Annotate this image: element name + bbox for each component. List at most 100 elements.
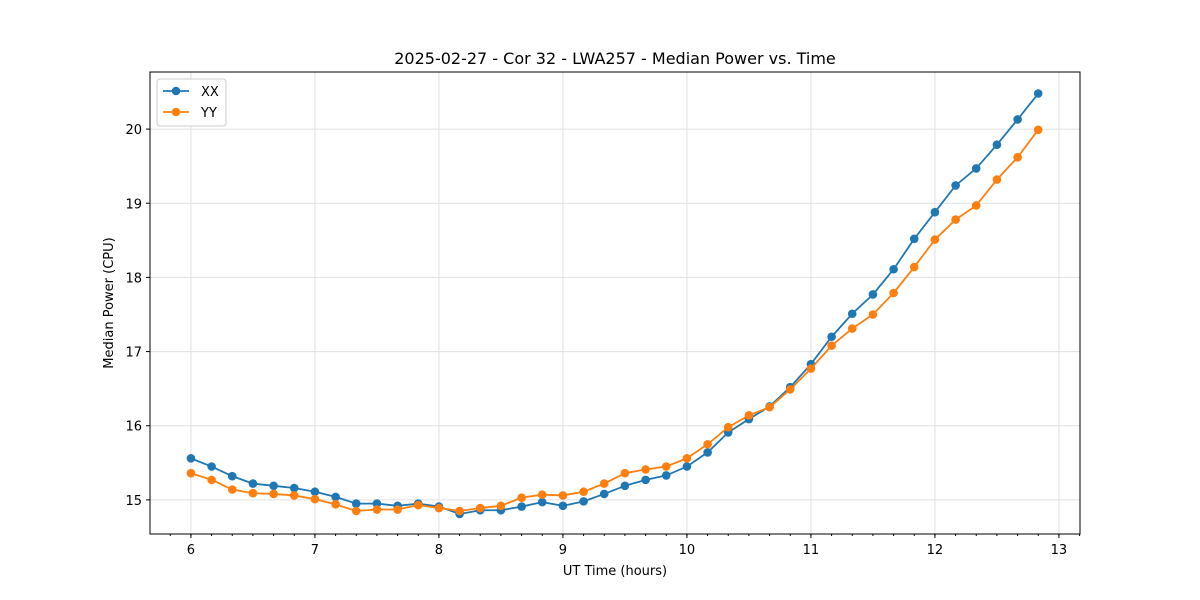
- data-point-yy: [620, 468, 630, 478]
- data-point-xx: [889, 264, 898, 274]
- y-tick-label: 17: [125, 346, 142, 361]
- data-point-yy: [393, 505, 402, 514]
- data-point-yy: [930, 235, 940, 244]
- data-point-yy: [579, 487, 588, 497]
- data-point-yy: [310, 494, 320, 504]
- data-point-yy: [682, 454, 692, 463]
- x-tick-label: 11: [803, 543, 820, 558]
- legend: XX YY: [156, 78, 227, 127]
- data-point-xx: [703, 448, 712, 457]
- data-point-yy: [641, 465, 650, 474]
- data-point-yy: [331, 500, 340, 509]
- legend-label-yy: YY: [200, 106, 217, 121]
- data-point-xx: [1033, 89, 1043, 98]
- data-point-yy: [496, 501, 506, 511]
- legend-marker-yy: [171, 107, 181, 117]
- data-point-xx: [558, 501, 568, 511]
- x-tick-label: 7: [311, 543, 319, 558]
- data-point-yy: [413, 500, 423, 510]
- data-point-yy: [517, 493, 526, 502]
- series-layer: [186, 89, 1043, 519]
- data-point-yy: [1033, 125, 1043, 135]
- data-point-yy: [269, 489, 278, 499]
- legend-marker-xx: [171, 86, 181, 96]
- data-point-yy: [785, 385, 795, 394]
- data-point-yy: [909, 262, 919, 272]
- data-point-yy: [765, 402, 774, 412]
- series-line-yy: [190, 129, 1039, 512]
- data-point-yy: [227, 485, 237, 494]
- x-axis-label: UT Time (hours): [563, 564, 667, 579]
- data-point-yy: [661, 462, 671, 471]
- data-point-yy: [372, 505, 382, 514]
- x-tick-label: 12: [927, 543, 944, 558]
- data-point-xx: [930, 207, 940, 217]
- data-point-xx: [599, 489, 609, 499]
- data-point-yy: [434, 503, 444, 513]
- data-point-xx: [310, 487, 320, 497]
- data-point-xx: [641, 475, 650, 485]
- data-point-xx: [1013, 115, 1022, 124]
- data-point-yy: [248, 488, 258, 498]
- data-point-yy: [806, 364, 816, 373]
- data-point-xx: [620, 481, 630, 491]
- y-tick-label: 16: [125, 420, 142, 435]
- data-point-yy: [558, 491, 568, 500]
- y-tick-label: 20: [125, 123, 142, 138]
- x-tick-label: 9: [559, 543, 567, 558]
- y-axis-label: Median Power (CPU): [102, 237, 117, 368]
- y-tick-label: 15: [125, 494, 142, 509]
- data-point-yy: [992, 175, 1002, 184]
- x-axis: 6 7 8 9 10 11 12 13: [169, 534, 1081, 558]
- data-point-yy: [186, 468, 196, 478]
- data-point-xx: [682, 462, 692, 471]
- x-tick-label: 6: [187, 543, 195, 558]
- data-point-yy: [475, 503, 485, 513]
- data-point-xx: [207, 462, 216, 471]
- data-point-xx: [351, 499, 361, 508]
- data-point-yy: [951, 215, 960, 224]
- data-point-xx: [248, 479, 258, 488]
- y-tick-label: 19: [125, 197, 142, 212]
- data-point-xx: [331, 492, 340, 502]
- y-axis: 15 16 17 18 19 20: [125, 123, 150, 509]
- x-tick-label: 13: [1051, 543, 1068, 558]
- data-point-xx: [579, 497, 588, 506]
- data-point-xx: [269, 481, 278, 491]
- data-point-yy: [207, 475, 216, 485]
- data-point-yy: [703, 439, 712, 449]
- data-point-xx: [372, 499, 382, 508]
- legend-label-xx: XX: [201, 85, 219, 100]
- x-tick-label: 8: [435, 543, 443, 558]
- data-point-yy: [289, 491, 299, 500]
- data-point-yy: [744, 411, 754, 420]
- data-point-xx: [289, 483, 299, 493]
- data-point-yy: [351, 506, 361, 516]
- data-point-yy: [971, 201, 981, 210]
- data-point-yy: [723, 422, 733, 432]
- x-tick-label: 10: [679, 543, 696, 558]
- data-point-xx: [971, 164, 981, 173]
- data-point-xx: [661, 471, 671, 480]
- data-point-xx: [951, 181, 960, 190]
- data-point-yy: [599, 479, 609, 488]
- series-line-xx: [190, 92, 1039, 515]
- data-point-yy: [455, 506, 464, 516]
- data-point-xx: [992, 140, 1002, 149]
- data-point-xx: [227, 471, 237, 481]
- data-point-xx: [537, 497, 547, 507]
- y-tick-label: 18: [125, 271, 142, 286]
- data-point-yy: [537, 490, 547, 499]
- data-point-yy: [889, 288, 898, 298]
- plot-frame: [149, 71, 1081, 535]
- data-point-yy: [827, 341, 836, 350]
- grid: [150, 72, 1080, 534]
- chart-title: 2025-02-27 - Cor 32 - LWA257 - Median Po…: [394, 49, 836, 68]
- data-point-yy: [847, 324, 857, 333]
- data-point-yy: [1013, 152, 1022, 162]
- data-point-xx: [868, 290, 878, 299]
- data-point-yy: [868, 310, 878, 319]
- data-point-xx: [186, 454, 196, 463]
- data-point-xx: [827, 332, 836, 342]
